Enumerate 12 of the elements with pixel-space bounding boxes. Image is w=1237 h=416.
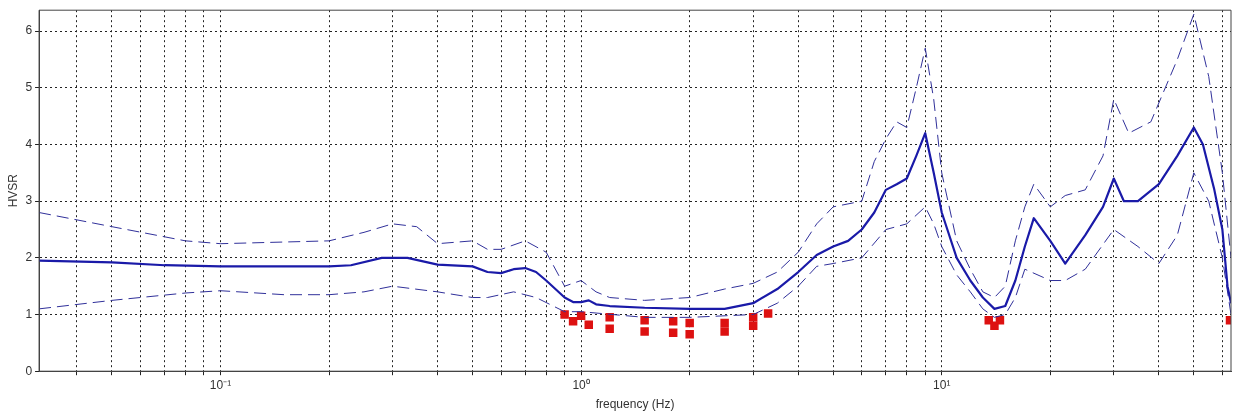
x-tick-label: 10¹ [933, 377, 951, 392]
y-tick-label: 6 [25, 23, 33, 38]
x-tick-label: 10⁻¹ [209, 377, 232, 392]
y-tick-label: 1 [25, 306, 33, 321]
y-tick-label: 2 [25, 250, 33, 265]
x-tick-label: 10⁰ [572, 377, 590, 392]
y-tick-label: 5 [25, 80, 33, 95]
y-tick-label: 4 [25, 136, 33, 151]
y-axis-title: HVSR [5, 173, 20, 208]
y-tick-label: 3 [25, 193, 33, 208]
y-tick-label: 0 [25, 363, 33, 378]
x-axis-title: frequency (Hz) [595, 397, 675, 412]
